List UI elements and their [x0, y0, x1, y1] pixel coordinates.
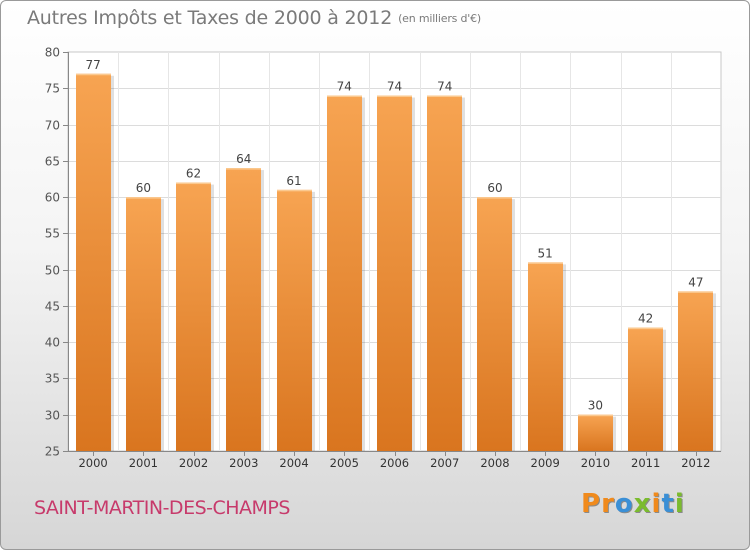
logo-letter: i	[651, 489, 662, 519]
axis-layer: 25 30 35 40 45 50 55 60 65 70 75 80 2000 2001 2002 2003…	[45, 46, 721, 470]
value-label: 77	[85, 58, 100, 72]
y-tick-label: 45	[45, 300, 60, 314]
bar-highlight	[377, 95, 412, 98]
y-tick-label: 70	[45, 119, 60, 133]
value-label: 42	[638, 312, 653, 326]
y-tick-label: 55	[45, 227, 60, 241]
x-tick-label: 2005	[330, 456, 359, 470]
bar-2005	[327, 95, 362, 451]
value-label: 60	[487, 181, 502, 195]
bar-2002	[176, 182, 211, 451]
logo-letter: i	[674, 489, 685, 519]
bar-2010	[578, 414, 613, 451]
bars-layer	[76, 73, 716, 451]
y-tick-label: 50	[45, 264, 60, 278]
x-tick-label: 2008	[480, 456, 509, 470]
chart-title: Autres Impôts et Taxes de 2000 à 2012 (en…	[27, 7, 481, 29]
y-tick-label: 30	[45, 409, 60, 423]
value-label: 64	[236, 152, 251, 166]
chart-title-unit: (en milliers d'€)	[398, 12, 481, 25]
bar-highlight	[176, 182, 211, 185]
value-label: 74	[337, 80, 352, 94]
y-tick-label: 25	[45, 445, 60, 459]
logo-letter: o	[614, 489, 634, 519]
x-tick-label: 2003	[229, 456, 258, 470]
x-tick-label: 2007	[430, 456, 459, 470]
value-label: 60	[136, 181, 151, 195]
bar-highlight	[277, 189, 312, 192]
bar-highlight	[126, 197, 161, 199]
bar-highlight	[678, 291, 713, 293]
value-label: 30	[588, 399, 603, 413]
y-tick-label: 40	[45, 336, 60, 350]
bar-2008	[477, 197, 512, 451]
bar-highlight	[226, 168, 261, 170]
y-tick-label: 65	[45, 155, 60, 169]
x-tick-label: 2000	[78, 456, 107, 470]
bar-highlight	[578, 414, 613, 417]
bar-2007	[427, 95, 462, 451]
logo-letter: P	[581, 489, 602, 519]
bar-2003	[226, 168, 261, 451]
bar-2006	[377, 95, 412, 451]
chart-title-main: Autres Impôts et Taxes de 2000 à 2012	[27, 7, 393, 29]
x-tick-label: 2004	[279, 456, 308, 470]
y-tick-label: 35	[45, 372, 60, 386]
bar-highlight	[76, 73, 111, 76]
x-tick-label: 2012	[681, 456, 710, 470]
bar-highlight	[327, 95, 362, 98]
logo-letter: t	[661, 489, 675, 519]
x-tick-label: 2011	[631, 456, 660, 470]
x-tick-label: 2006	[380, 456, 409, 470]
bar-highlight	[477, 197, 512, 199]
x-tick-label: 2002	[179, 456, 208, 470]
labels-layer: 77 60 62 64 61 74 74 74 60 51 30 42 47	[85, 58, 703, 413]
x-tick-label: 2010	[581, 456, 610, 470]
logo-letter: x	[633, 489, 652, 519]
proxiti-logo[interactable]: Proxiti	[581, 489, 685, 519]
bar-2004	[277, 189, 312, 451]
y-tick-label: 75	[45, 82, 60, 96]
bar-2001	[126, 197, 161, 451]
x-tick-label: 2001	[129, 456, 158, 470]
bar-highlight	[528, 262, 563, 264]
x-tick-label: 2009	[531, 456, 560, 470]
city-name: SAINT-MARTIN-DES-CHAMPS	[34, 497, 290, 519]
value-label: 51	[538, 246, 553, 260]
y-tick-label: 80	[45, 46, 60, 60]
bar-highlight	[427, 95, 462, 98]
value-label: 62	[186, 167, 201, 181]
bar-2000	[76, 73, 111, 451]
bar-2011	[628, 327, 663, 451]
value-label: 74	[387, 80, 402, 94]
y-tick-label: 60	[45, 191, 60, 205]
bar-2009	[528, 262, 563, 451]
bar-highlight	[628, 327, 663, 330]
value-label: 61	[286, 174, 301, 188]
value-label: 47	[688, 275, 703, 289]
logo-letter: r	[601, 489, 615, 519]
value-label: 74	[437, 80, 452, 94]
bar-2012	[678, 291, 713, 451]
